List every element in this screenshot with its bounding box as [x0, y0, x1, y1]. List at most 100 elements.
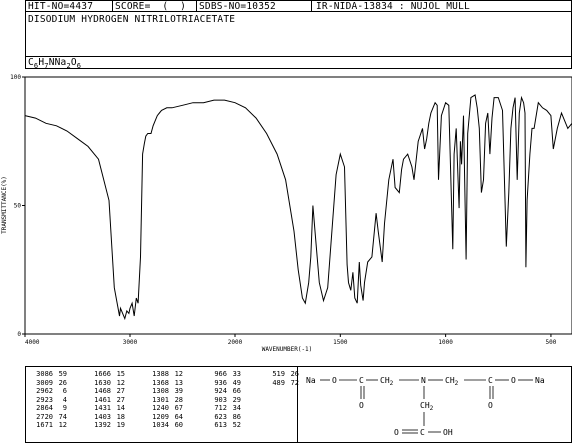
peak-wavenumber: 924	[214, 387, 227, 395]
peak-transmittance: 26	[58, 378, 67, 387]
sdbs-number: SDBS-NO=10352	[199, 1, 276, 12]
peak-transmittance	[285, 396, 299, 405]
peak-transmittance: 9	[62, 404, 67, 412]
hit-number: HIT-NO=4437	[28, 1, 94, 12]
peak-row: 3009 26 1630 12 1368 13 936 49 489 72	[31, 379, 299, 388]
peak-row: 2962 6 1468 27 1308 39 924 66	[31, 387, 299, 396]
x-tick-label: 500	[546, 339, 557, 346]
peak-transmittance: 34	[232, 404, 241, 412]
peak-wavenumber: 1666	[94, 370, 111, 378]
structure-n: N	[421, 376, 426, 385]
peak-wavenumber: 1431	[94, 404, 111, 412]
structure-na-left: Na	[306, 376, 316, 385]
peak-wavenumber: 2962	[36, 387, 53, 395]
spectrum-line	[24, 94, 572, 321]
x-tick-label: 2000	[228, 339, 243, 346]
peak-wavenumber: 1388	[152, 370, 169, 378]
x-axis-label: WAVENUMBER(-1)	[262, 346, 313, 353]
peak-wavenumber: 1671	[36, 421, 53, 429]
peak-transmittance: 28	[174, 395, 183, 404]
peak-transmittance: 12	[58, 421, 67, 429]
peak-wavenumber	[263, 387, 285, 396]
plot-frame	[24, 76, 572, 335]
x-tick-label: 1500	[333, 339, 348, 346]
x-tick-label: 4000	[25, 339, 40, 346]
x-tick-label: 1000	[438, 339, 453, 346]
peak-wavenumber: 1240	[152, 404, 169, 412]
y-tick-label: 0	[17, 331, 21, 338]
peak-wavenumber: 1301	[152, 395, 169, 404]
structure-ch2-3: CH2	[420, 401, 434, 412]
peak-wavenumber: 2720	[36, 412, 53, 421]
structure-o2: O	[511, 376, 516, 385]
peak-wavenumber: 1461	[94, 395, 111, 404]
peaks-structure-divider	[297, 366, 298, 443]
structure-ch2-1: CH2	[380, 376, 394, 387]
peak-transmittance	[285, 387, 299, 396]
peak-transmittance: 64	[174, 412, 183, 421]
peak-wavenumber: 519	[272, 370, 285, 378]
peak-transmittance: 19	[116, 421, 125, 429]
peak-transmittance: 67	[174, 404, 183, 412]
peak-transmittance: 6	[62, 387, 67, 395]
header-left-border	[25, 0, 26, 69]
header-divider-3	[311, 0, 312, 12]
structure-o1: O	[332, 376, 337, 385]
peak-transmittance: 4	[62, 395, 67, 404]
peak-wavenumber	[263, 396, 285, 405]
structure-c3: C	[420, 428, 425, 437]
peak-row: 2720 74 1403 18 1209 64 623 86	[31, 413, 299, 422]
peak-wavenumber: 903	[214, 395, 227, 404]
bottom-left-border	[25, 366, 26, 443]
peak-wavenumber: 712	[214, 404, 227, 412]
peak-wavenumber	[263, 413, 285, 422]
peak-transmittance: 26	[290, 370, 299, 378]
peak-transmittance: 12	[174, 370, 183, 378]
structure-c2: C	[488, 376, 493, 385]
peak-transmittance: 52	[232, 421, 241, 429]
structure-o-double-2: O	[488, 401, 493, 410]
compound-name: DISODIUM HYDROGEN NITRILOTRIACETATE	[28, 14, 236, 25]
peak-wavenumber	[263, 421, 285, 430]
peak-row: 3086 59 1666 15 1388 12 966 33 519 26	[31, 370, 299, 379]
peak-transmittance: 33	[232, 370, 241, 378]
peak-wavenumber: 623	[214, 412, 227, 421]
peak-wavenumber: 1308	[152, 387, 169, 395]
peak-wavenumber: 3086	[36, 370, 53, 378]
peak-wavenumber: 3009	[36, 378, 53, 387]
peak-transmittance	[285, 421, 299, 430]
peak-wavenumber: 936	[214, 378, 227, 387]
peak-table: 3086 59 1666 15 1388 12 966 33 519 26 3009 26 1630 12…	[31, 370, 299, 430]
peak-transmittance: 86	[232, 412, 241, 421]
peak-wavenumber: 489	[272, 378, 285, 387]
structure-o-double-3: O	[394, 428, 399, 437]
peak-transmittance: 18	[116, 412, 125, 421]
structure-na-right: Na	[535, 376, 545, 385]
peak-wavenumber: 1392	[94, 421, 111, 429]
score: SCORE= ( )	[115, 1, 187, 12]
header-top-border	[25, 0, 572, 1]
peak-transmittance: 15	[116, 370, 125, 378]
peak-transmittance: 14	[116, 404, 125, 412]
peak-wavenumber: 2923	[36, 395, 53, 404]
y-tick-label: 100	[10, 74, 21, 81]
peak-transmittance: 39	[174, 387, 183, 395]
structure-c1: C	[359, 376, 364, 385]
peak-wavenumber: 966	[214, 370, 227, 378]
peak-wavenumber	[263, 404, 285, 413]
peak-wavenumber: 2864	[36, 404, 53, 412]
peak-wavenumber: 1034	[152, 421, 169, 429]
peak-transmittance: 60	[174, 421, 183, 429]
peak-row: 1671 12 1392 19 1034 60 613 52	[31, 421, 299, 430]
structure-ch2-2: CH2	[445, 376, 459, 387]
header-formula-divider	[25, 56, 572, 57]
x-tick-label: 3000	[123, 339, 138, 346]
peak-transmittance: 72	[290, 378, 299, 387]
molecular-formula: C6H7NNa2O6	[28, 57, 82, 70]
y-axis-label: TRANSMITTANCE(%)	[1, 176, 8, 234]
peak-wavenumber: 1209	[152, 412, 169, 421]
peak-transmittance: 12	[116, 378, 125, 387]
peak-transmittance: 29	[232, 395, 241, 404]
peak-row: 2864 9 1431 14 1240 67 712 34	[31, 404, 299, 413]
ir-code: IR-NIDA-13834 : NUJOL MULL	[316, 1, 470, 12]
